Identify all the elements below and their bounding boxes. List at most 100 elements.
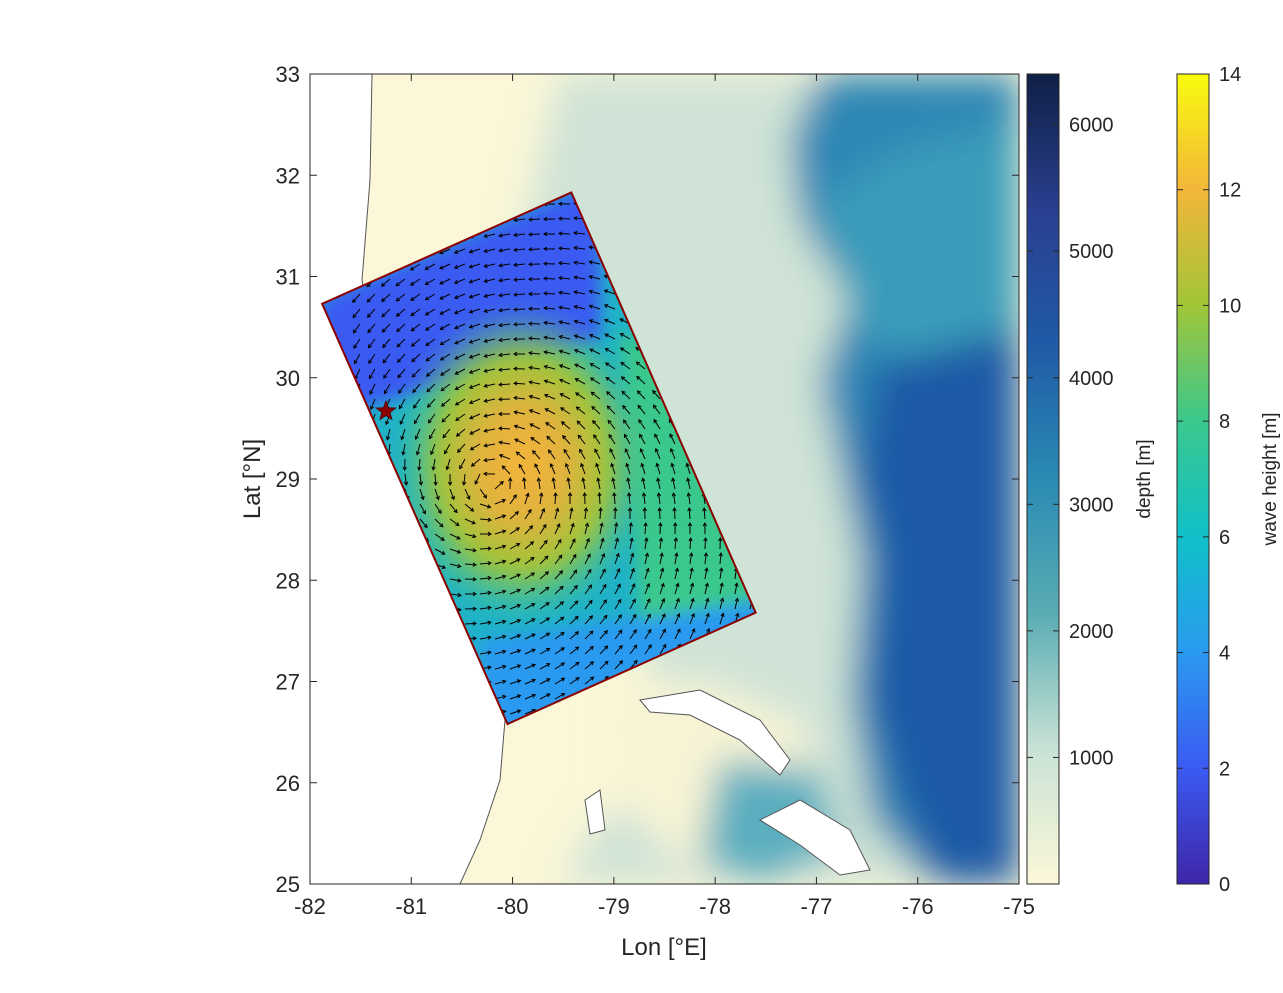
- wave-arrowhead: [457, 563, 462, 569]
- wave-arrowhead: [573, 584, 578, 590]
- wave-arrowhead: [513, 410, 518, 415]
- wave-arrow: [626, 463, 631, 475]
- wave-arrow: [440, 353, 451, 361]
- wave-arrowhead: [588, 333, 594, 338]
- wave-arrow: [589, 275, 601, 280]
- wave-arrowhead: [502, 574, 507, 579]
- wave-arrow: [439, 248, 451, 254]
- wave-arrowhead: [487, 620, 492, 625]
- wave-arrow: [469, 398, 481, 404]
- wave-arrow: [559, 291, 571, 295]
- wave-arrowhead: [559, 378, 564, 383]
- wave-arrow: [479, 606, 491, 610]
- wave-arrowhead: [502, 649, 507, 654]
- wave-arrow: [687, 493, 691, 505]
- wave-arrowhead: [559, 585, 564, 590]
- wave-arrow: [454, 353, 466, 360]
- wave-arrowhead: [603, 614, 608, 619]
- wave-height-colorbar-label: wave height [m]: [1260, 412, 1281, 546]
- wave-arrowhead: [352, 314, 357, 319]
- wave-arrowhead: [502, 709, 507, 715]
- wave-arrow: [559, 321, 571, 325]
- wave-arrowhead: [646, 613, 651, 618]
- wave-arrow: [411, 323, 421, 332]
- wave-arrow: [543, 277, 556, 280]
- y-tick-label: 27: [276, 670, 300, 695]
- wave-arrowhead: [530, 436, 535, 441]
- wave-arrowhead: [686, 477, 691, 482]
- wave-arrowhead: [601, 568, 606, 573]
- wave-arrowhead: [642, 506, 648, 512]
- wave-arrow: [607, 420, 616, 430]
- wave-arrowhead: [468, 294, 474, 299]
- wave-arrowhead: [525, 492, 530, 498]
- wave-arrowhead: [439, 341, 445, 346]
- wave-arrowhead: [639, 433, 643, 438]
- wave-arrow: [659, 583, 665, 595]
- wave-arrow: [411, 338, 421, 347]
- wave-arrowhead: [674, 552, 679, 557]
- wave-arrowhead: [639, 447, 644, 453]
- wave-arrow: [464, 518, 476, 524]
- wave-arrow: [614, 553, 620, 565]
- wave-arrow: [607, 405, 616, 415]
- wave-arrow: [659, 538, 662, 550]
- wave-arrow: [524, 648, 536, 655]
- wave-arrow: [563, 449, 571, 460]
- wave-arrowhead: [513, 381, 518, 386]
- wave-arrow: [499, 233, 511, 237]
- wave-arrow: [576, 420, 586, 430]
- wave-arrowhead: [617, 598, 622, 604]
- wave-arrow: [499, 454, 511, 460]
- wave-arrow: [402, 443, 406, 455]
- wave-arrow: [599, 584, 607, 595]
- wave-arrow: [599, 645, 608, 655]
- wave-arrowhead: [502, 679, 507, 685]
- wave-arrow: [397, 368, 406, 378]
- wave-arrow: [524, 525, 533, 535]
- wave-arrowhead: [528, 217, 533, 222]
- wave-arrow: [384, 383, 391, 394]
- wave-arrowhead: [528, 380, 533, 385]
- wave-arrowhead: [453, 295, 459, 300]
- wave-arrowhead: [439, 295, 444, 300]
- wave-arrow: [559, 364, 571, 370]
- wave-arrow: [449, 548, 461, 554]
- wave-arrowhead: [580, 462, 585, 468]
- wave-arrowhead: [562, 434, 567, 440]
- wave-arrow: [399, 413, 406, 425]
- wave-arrow: [580, 463, 586, 475]
- wave-arrowhead: [662, 643, 667, 649]
- wave-arrow: [464, 548, 476, 552]
- wave-arrow: [419, 488, 424, 500]
- wave-arrowhead: [381, 328, 386, 333]
- wave-arrow: [398, 383, 406, 394]
- wave-arrow: [367, 323, 376, 333]
- wave-arrow: [569, 677, 580, 685]
- wave-arrow: [670, 448, 676, 460]
- wave-arrowhead: [589, 630, 594, 635]
- wave-arrowhead: [557, 538, 562, 544]
- wave-arrow: [652, 390, 661, 400]
- wave-arrow: [464, 622, 477, 625]
- wave-arrowhead: [673, 537, 678, 542]
- wave-arrowhead: [439, 280, 444, 285]
- wave-arrow: [353, 323, 361, 334]
- x-tick-label: -79: [598, 894, 630, 919]
- wave-arrow: [509, 511, 519, 520]
- wave-arrowhead: [543, 364, 548, 370]
- y-axis-ticks: 25 26 27 28 29 30 31 32 33: [276, 62, 1019, 897]
- wave-arrow: [494, 590, 506, 595]
- wave-arrowhead: [633, 644, 638, 649]
- wave-arrow: [410, 278, 421, 286]
- wave-arrow: [484, 248, 496, 253]
- wave-arrowhead: [483, 368, 488, 373]
- wave-arrowhead: [454, 355, 459, 360]
- wave-arrowhead: [543, 350, 548, 355]
- bahamas-island-2: [758, 799, 871, 876]
- wave-arrowhead: [528, 232, 533, 237]
- wave-arrowhead: [604, 348, 609, 352]
- wave-arrow: [629, 568, 635, 580]
- wave-arrowhead: [704, 567, 709, 572]
- wave-arrowhead: [594, 448, 599, 453]
